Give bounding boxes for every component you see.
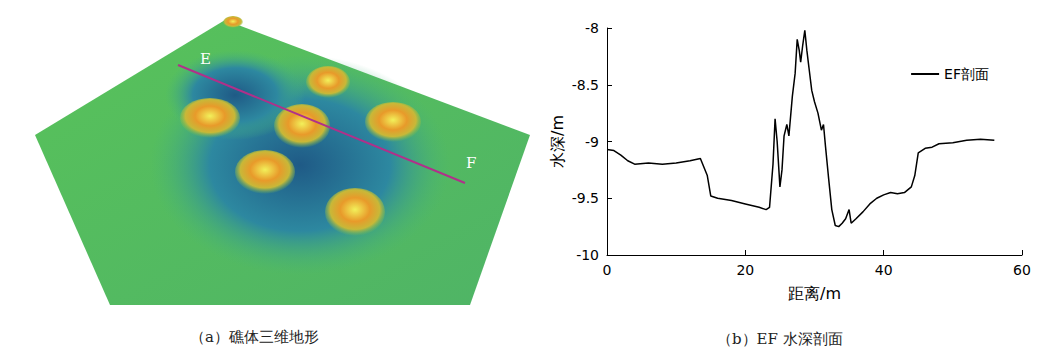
svg-text:F: F [466, 154, 476, 172]
svg-text:EF剖面: EF剖面 [944, 66, 989, 82]
svg-text:-9.5: -9.5 [572, 190, 599, 206]
svg-text:距离/m: 距离/m [788, 284, 841, 303]
svg-text:0: 0 [603, 262, 612, 278]
svg-text:20: 20 [736, 262, 754, 278]
svg-text:E: E [200, 50, 211, 68]
svg-text:40: 40 [875, 262, 893, 278]
html-text:（a）礁体三维地形: （a）礁体三维地形 [190, 328, 319, 346]
svg-text:-8: -8 [585, 20, 599, 36]
svg-text:（b）EF 水深剖面: （b）EF 水深剖面 [717, 330, 843, 348]
svg-text:-8.5: -8.5 [572, 77, 599, 93]
svg-text:-9: -9 [585, 134, 599, 150]
svg-text:水深/m: 水深/m [548, 115, 567, 168]
svg-text:60: 60 [1013, 262, 1031, 278]
svg-text:-10: -10 [576, 247, 599, 263]
